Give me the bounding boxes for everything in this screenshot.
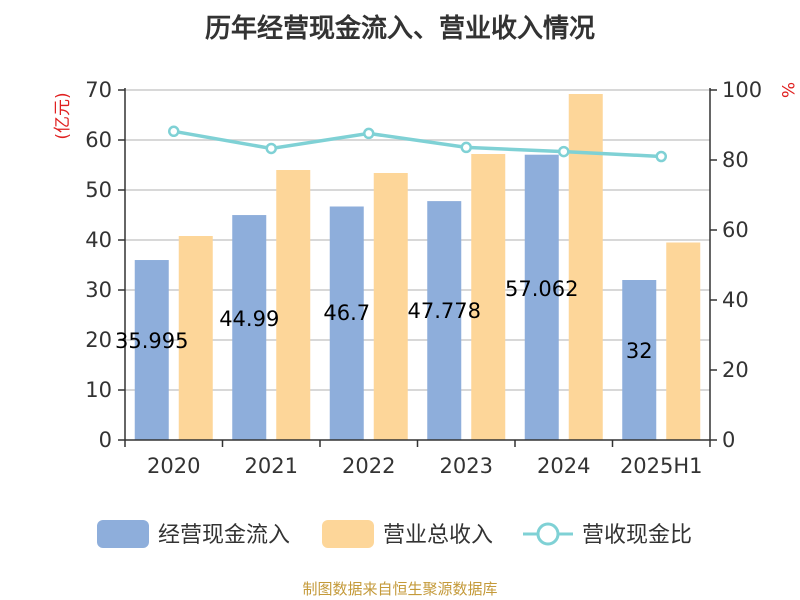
right-tick-label: 80 bbox=[722, 148, 749, 172]
data-label-2025H1: 32 bbox=[626, 339, 653, 363]
ratio-point-2020 bbox=[168, 125, 180, 138]
left-tick-label: 20 bbox=[85, 328, 112, 352]
right-tick-label: 20 bbox=[722, 358, 749, 382]
bar-revenue-2022 bbox=[373, 173, 408, 440]
x-tick-label-2020: 2020 bbox=[147, 454, 200, 478]
bar-cash-inflow-2024 bbox=[524, 154, 559, 440]
x-tick-label-2024: 2024 bbox=[537, 454, 590, 478]
bar-cash-inflow-2020 bbox=[134, 260, 169, 440]
bar-revenue-2024 bbox=[568, 94, 603, 440]
legend-label-revenue: 营业总收入 bbox=[383, 523, 493, 548]
bar-revenue-2023 bbox=[471, 154, 506, 440]
ratio-point-2024 bbox=[558, 145, 570, 158]
ratio-point-2021 bbox=[265, 142, 277, 155]
bar-cash-inflow-2025H1 bbox=[622, 280, 657, 440]
x-tick-label-2023: 2023 bbox=[440, 454, 493, 478]
legend-marker-ratio bbox=[536, 522, 560, 546]
data-label-2024: 57.062 bbox=[505, 277, 578, 301]
ratio-point-2023 bbox=[460, 141, 472, 154]
bar-revenue-2025H1 bbox=[666, 242, 701, 440]
right-tick-label: 0 bbox=[722, 428, 735, 452]
bar-cash-inflow-2022 bbox=[329, 206, 364, 440]
legend-label-ratio: 营收现金比 bbox=[582, 523, 692, 548]
x-tick-label-2022: 2022 bbox=[342, 454, 395, 478]
left-tick-label: 0 bbox=[99, 428, 112, 452]
left-tick-label: 10 bbox=[85, 378, 112, 402]
legend-swatch-cash-inflow bbox=[97, 520, 149, 548]
right-tick-label: 60 bbox=[722, 218, 749, 242]
bars bbox=[134, 94, 701, 440]
left-tick-label: 30 bbox=[85, 278, 112, 302]
data-label-2021: 44.99 bbox=[219, 307, 279, 331]
left-tick-label: 50 bbox=[85, 178, 112, 202]
data-labels: 35.995 44.99 46.7 47.778 57.062 32 bbox=[115, 277, 653, 363]
bar-cash-inflow-2021 bbox=[232, 215, 267, 440]
ratio-point-2022 bbox=[363, 127, 375, 140]
legend: 经营现金流入 营业总收入 营收现金比 bbox=[97, 520, 692, 548]
ratio-line-path bbox=[173, 129, 662, 159]
legend-swatch-revenue bbox=[322, 520, 374, 548]
bar-cash-inflow-2023 bbox=[427, 201, 462, 440]
right-axis-unit: % bbox=[777, 82, 797, 98]
axes: 0 10 20 30 40 50 60 70 0 20 40 60 80 100 2020 2021 2022 2… bbox=[53, 78, 797, 478]
chart-title: 历年经营现金流入、营业收入情况 bbox=[204, 14, 595, 44]
ratio-point-2025H1 bbox=[655, 150, 667, 163]
data-label-2023: 47.778 bbox=[408, 299, 481, 323]
x-tick-label-2025H1: 2025H1 bbox=[620, 454, 703, 478]
x-tick-label-2021: 2021 bbox=[245, 454, 298, 478]
left-axis-unit: (亿元) bbox=[53, 92, 73, 139]
data-label-2022: 46.7 bbox=[323, 301, 370, 325]
data-label-2020: 35.995 bbox=[115, 329, 188, 353]
right-tick-label: 40 bbox=[722, 288, 749, 312]
bar-revenue-2021 bbox=[276, 170, 311, 440]
left-tick-label: 40 bbox=[85, 228, 112, 252]
source-note: 制图数据来自恒生聚源数据库 bbox=[302, 580, 498, 598]
legend-label-cash-inflow: 经营现金流入 bbox=[158, 523, 290, 548]
ratio-line bbox=[168, 125, 667, 163]
right-tick-label: 100 bbox=[722, 78, 762, 102]
left-tick-label: 60 bbox=[85, 128, 112, 152]
left-tick-label: 70 bbox=[85, 78, 112, 102]
bar-revenue-2020 bbox=[178, 236, 213, 440]
